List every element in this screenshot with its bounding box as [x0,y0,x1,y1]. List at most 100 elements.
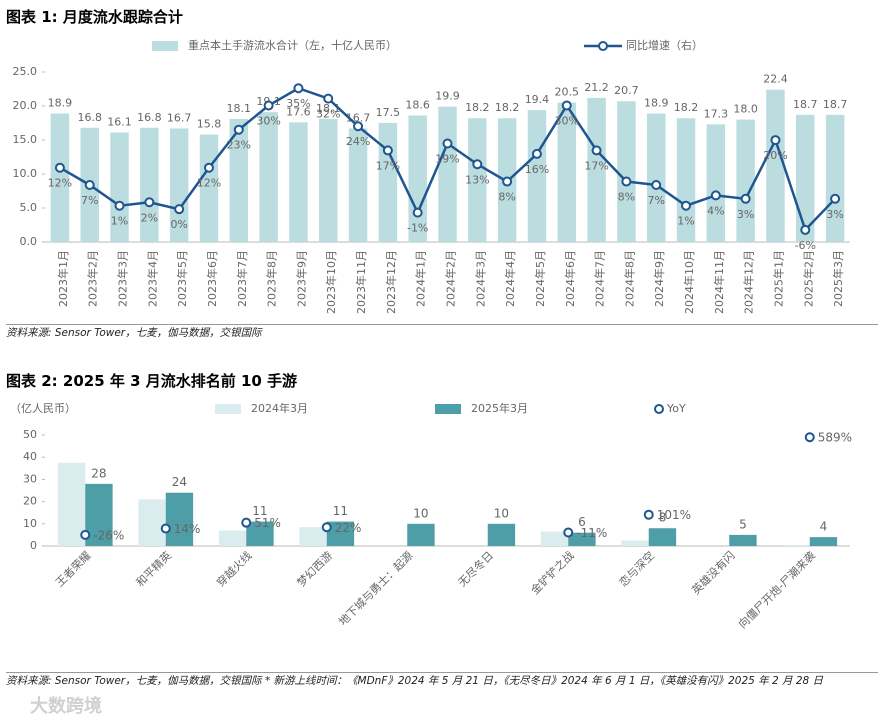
chart-title: 图表 2: 2025 年 3 月流水排名前 10 手游 [6,372,298,390]
bar-label: 18.7 [823,98,848,111]
marker [160,523,171,534]
bar [407,523,435,546]
y-tick-label: 50 [23,428,37,441]
source: 资料来源: Sensor Tower，七麦，伽马数据，交银国际 * 新游上线时间… [6,672,878,690]
x-tick-label: 2025年2月 [801,250,815,307]
bar [729,534,757,546]
bar-label: 18.2 [674,101,699,114]
x-tick-label: 2025年3月 [831,250,845,307]
point-label: -26% [93,528,124,542]
y-tick-label: 10.0 [13,167,38,180]
x-tick-label: 2023年6月 [205,250,219,307]
x-tick-label: 2023年7月 [235,250,249,307]
point-label: 22% [335,521,362,535]
bar-label: 10 [494,506,509,520]
y-tick-label: 10 [23,517,37,530]
x-tick-label: 2024年5月 [533,250,547,307]
bar [648,528,677,546]
x-tick-label: 2023年9月 [294,250,308,307]
marker [681,200,692,211]
point-label: 35% [286,97,310,110]
bar-label: 20.5 [555,86,580,99]
bar [527,110,547,242]
bar-label: 24 [172,475,187,489]
bar [140,127,159,242]
bar-label: 18.6 [405,99,430,112]
point-label: 12% [48,177,72,190]
point-label: 17% [584,159,608,172]
bar [568,532,596,546]
bar [229,118,249,242]
marker [233,124,244,135]
point-label: 23% [227,139,251,152]
point-label: 2% [141,211,158,224]
marker [502,176,513,187]
bar [621,540,649,546]
point-label: 12% [197,177,221,190]
x-tick-label: 向僵尸开炮-尸潮来袭 [735,548,818,631]
bar-label: 18.9 [48,96,73,109]
legend-swatch [654,404,664,414]
bar [438,106,457,243]
bar [259,112,278,243]
y-tick-label: 40 [23,450,37,463]
bar [468,118,487,242]
x-tick-label: 2024年4月 [503,250,517,307]
bar [766,89,785,243]
bar [796,114,815,242]
bar [299,527,327,546]
marker [144,197,155,208]
x-tick-label: 2024年2月 [444,250,458,307]
bar-label: 17.5 [376,106,401,119]
bar [782,544,810,546]
bar [587,97,606,242]
bar [318,118,338,242]
bar-label: 10 [413,506,428,520]
marker [293,83,304,94]
marker [174,204,185,215]
point-label: 51% [254,516,281,530]
marker [353,121,364,132]
x-tick-label: 2024年12月 [742,250,756,314]
point-label: 7% [647,194,664,207]
marker [804,432,815,443]
bar-label: 11 [252,504,267,518]
y-axis-label: （亿人民币） [10,402,76,415]
x-tick-label: 2024年6月 [563,250,577,307]
bar [218,530,247,546]
bar [138,499,166,546]
bar [408,115,427,242]
x-tick-label: 2023年8月 [265,250,279,307]
point-label: -1% [407,222,428,235]
bar-label: 18.2 [495,101,520,114]
marker [412,207,423,218]
marker [531,148,542,159]
point-label: -6% [795,239,816,252]
marker [203,162,214,173]
marker [591,145,602,156]
point-label: 13% [465,173,489,186]
marker [54,162,65,173]
bar [50,113,70,242]
x-tick-label: 2023年11月 [354,250,368,314]
marker [561,100,572,111]
marker [563,527,574,538]
x-tick-label: 2023年2月 [86,250,100,307]
point-label: 24% [346,135,370,148]
bar [617,101,636,243]
x-tick-label: 2024年10月 [682,250,696,314]
bar [246,521,274,546]
x-tick-label: 王者荣耀 [53,549,93,589]
x-tick-label: 2024年1月 [414,250,428,307]
point-label: 1% [111,215,128,228]
bar-label: 17.3 [704,107,729,120]
bar [169,128,189,242]
bar-label: 6 [578,515,586,529]
bar [540,531,569,546]
y-tick-label: 0.0 [20,235,38,248]
point-label: 0% [170,218,187,231]
bar [706,124,726,242]
bar-label: 18.1 [227,102,252,115]
bar-label: 19.9 [435,90,460,103]
